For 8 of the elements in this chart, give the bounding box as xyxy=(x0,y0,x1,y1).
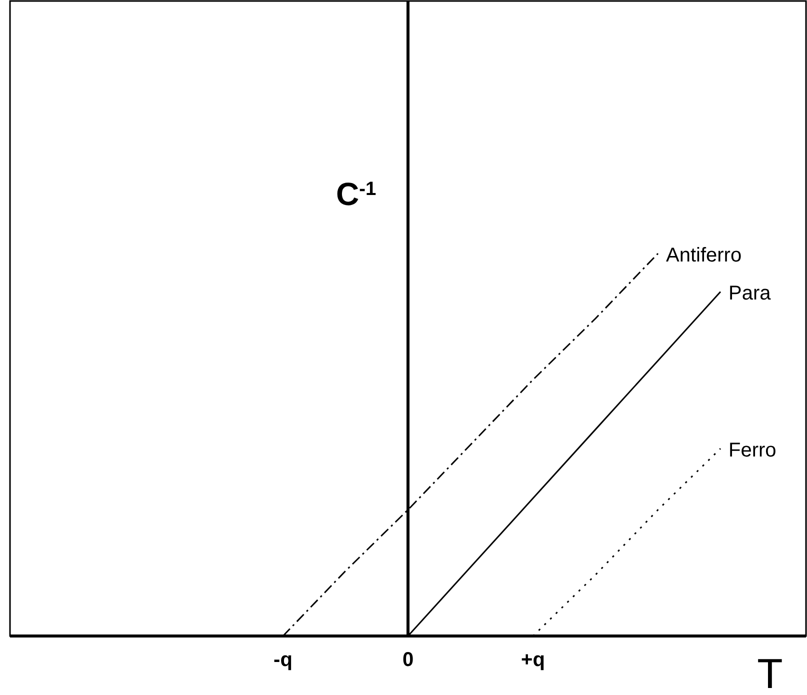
x-tick-label: -q xyxy=(274,649,292,671)
series-label: Para xyxy=(728,282,772,305)
x-tick-label: +q xyxy=(521,649,545,671)
x-tick-label: 0 xyxy=(402,649,414,671)
series-label: Antiferro xyxy=(666,244,742,266)
series-label: Ferro xyxy=(728,440,776,462)
x-axis-title: T xyxy=(757,650,783,695)
y-axis-title: C$^{-1}$ xyxy=(336,176,376,212)
